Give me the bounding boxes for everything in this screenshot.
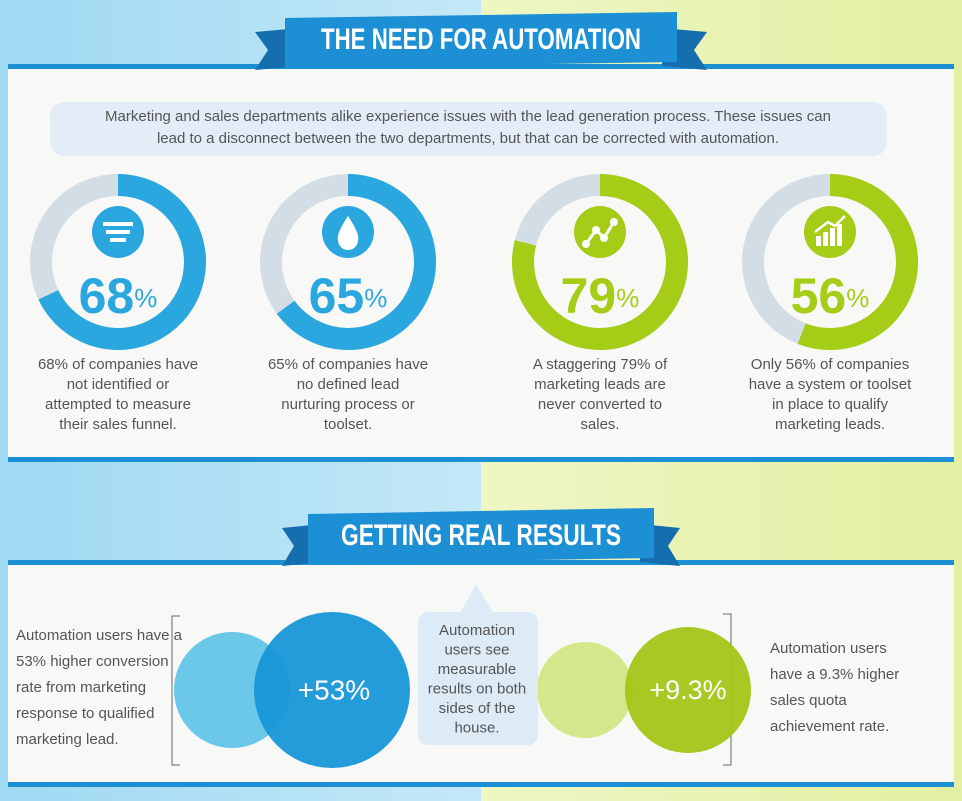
panel-border bbox=[8, 64, 954, 69]
text-line: Automation users bbox=[770, 640, 887, 657]
text-line: achievement rate. bbox=[770, 718, 889, 735]
text-line: rate from marketing bbox=[16, 679, 146, 696]
text-line: results on both bbox=[428, 680, 526, 697]
text-line: never converted to bbox=[538, 396, 662, 413]
text-line: house. bbox=[454, 719, 499, 736]
text-line: Only 56% of companies bbox=[751, 356, 909, 373]
text-line: attempted to measure bbox=[45, 396, 191, 413]
text-line: Marketing and sales departments alike ex… bbox=[105, 108, 831, 125]
text-line: toolset. bbox=[324, 416, 372, 433]
venn-circle bbox=[625, 627, 751, 753]
text-line: response to qualified bbox=[16, 705, 154, 722]
venn-circle bbox=[537, 642, 633, 738]
icon bbox=[574, 206, 626, 258]
donut-arc bbox=[512, 174, 688, 350]
text-line: nurturing process or bbox=[281, 396, 414, 413]
stat-label: 65% bbox=[309, 268, 388, 324]
text-line: users see bbox=[444, 641, 509, 658]
intro-box bbox=[50, 102, 887, 156]
text-line: measurable bbox=[438, 661, 516, 678]
text-line: A staggering 79% of bbox=[533, 356, 668, 373]
callout-pointer bbox=[460, 584, 494, 614]
text-line: sales. bbox=[580, 416, 619, 433]
text-line: marketing lead. bbox=[16, 731, 119, 748]
text-line: have a 9.3% higher bbox=[770, 666, 899, 683]
icon bbox=[92, 206, 144, 258]
text-line: no defined lead bbox=[297, 376, 400, 393]
text-line: their sales funnel. bbox=[59, 416, 177, 433]
text-line: Automation users have a bbox=[16, 627, 183, 644]
text-line: 65% of companies have bbox=[268, 356, 428, 373]
stat-value: 68 bbox=[79, 268, 135, 324]
text-line: lead to a disconnect between the two dep… bbox=[157, 130, 779, 147]
stat-label: 68% bbox=[79, 268, 158, 324]
stat-value: 65 bbox=[309, 268, 365, 324]
stat-unit: % bbox=[364, 283, 387, 313]
banner bbox=[282, 508, 680, 566]
stat-unit: % bbox=[616, 283, 639, 313]
text-line: not identified or bbox=[67, 376, 170, 393]
donut-arc bbox=[797, 174, 918, 350]
text-line: marketing leads. bbox=[775, 416, 885, 433]
venn-circle bbox=[254, 612, 410, 768]
stat-label: 79% bbox=[561, 268, 640, 324]
text-line: in place to qualify bbox=[772, 396, 888, 413]
banner-title: THE NEED FOR AUTOMATION bbox=[321, 23, 641, 56]
banner bbox=[255, 12, 707, 70]
icon bbox=[804, 206, 856, 258]
stat-unit: % bbox=[846, 283, 869, 313]
banner-title: GETTING REAL RESULTS bbox=[341, 519, 621, 552]
callout-box bbox=[418, 612, 538, 745]
text-line: sides of the bbox=[439, 700, 516, 717]
panel-border bbox=[8, 782, 954, 787]
text-line: 68% of companies have bbox=[38, 356, 198, 373]
donut-arc bbox=[276, 174, 436, 350]
result-value: +53% bbox=[298, 674, 370, 705]
stat-unit: % bbox=[134, 283, 157, 313]
stat-value: 79 bbox=[561, 268, 617, 324]
text-line: sales quota bbox=[770, 692, 847, 709]
stat-label: 56% bbox=[791, 268, 870, 324]
panel-border bbox=[8, 560, 954, 565]
stat-value: 56 bbox=[791, 268, 847, 324]
bracket bbox=[171, 615, 180, 766]
panel-border bbox=[8, 457, 954, 462]
text-line: 53% higher conversion bbox=[16, 653, 169, 670]
text-line: marketing leads are bbox=[534, 376, 666, 393]
text-line: Automation bbox=[439, 622, 515, 639]
text-line: have a system or toolset bbox=[749, 376, 912, 393]
icon bbox=[322, 206, 374, 258]
result-value: +9.3% bbox=[649, 675, 726, 705]
donut-arc bbox=[38, 174, 206, 350]
